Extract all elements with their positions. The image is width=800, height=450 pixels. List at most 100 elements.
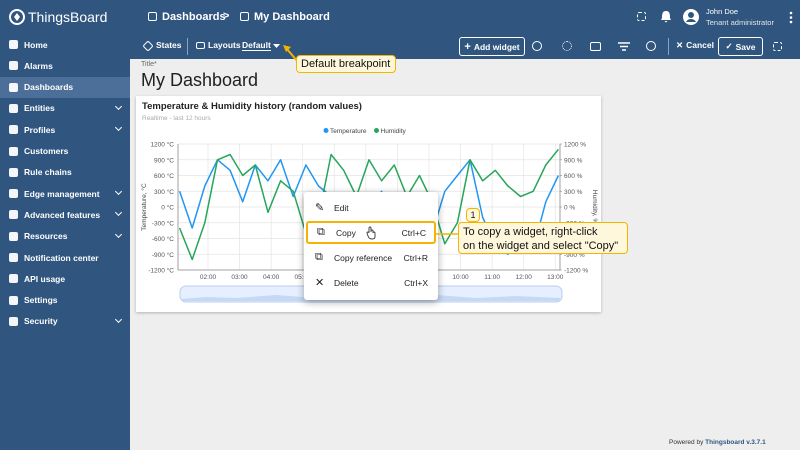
breadcrumb-link[interactable]: Dashboards xyxy=(162,11,226,23)
settings-button[interactable] xyxy=(562,41,572,51)
y-tick-label: 300 °C xyxy=(154,188,174,196)
menu-label: Copy xyxy=(336,227,356,238)
nav-icon xyxy=(9,316,18,326)
expand-chevron xyxy=(114,315,123,323)
cancel-label: Cancel xyxy=(686,40,714,50)
menu-item[interactable]: ⧉ Copy Ctrl+C xyxy=(306,221,436,244)
save-button[interactable]: ✓ Save xyxy=(718,37,763,56)
breadcrumb-separator: > xyxy=(223,10,230,22)
x-tick-label: 12:00 xyxy=(516,274,533,281)
y-tick-label: 0 °C xyxy=(161,204,174,212)
copy-hint-line: on the widget and select "Copy" xyxy=(463,240,619,252)
legend-label: Humidity xyxy=(381,128,407,135)
layout-dropdown-arrow[interactable] xyxy=(273,44,280,49)
nav-item[interactable]: API usage xyxy=(0,268,130,289)
dashboards-icon xyxy=(148,12,157,21)
dashboard-toolbar: States Layouts Default + Add widget ✕ Canc… xyxy=(130,34,800,59)
nav-item[interactable]: Entities xyxy=(0,98,130,119)
plus-icon: + xyxy=(464,40,471,53)
series-line xyxy=(178,148,559,261)
menu-item[interactable]: ✕ Delete Ctrl+X xyxy=(306,271,436,294)
x-tick-label: 04:00 xyxy=(263,274,280,281)
nav-label: Security xyxy=(24,316,58,327)
user-menu-button[interactable] xyxy=(789,11,793,24)
layouts-settings-button[interactable] xyxy=(590,42,601,51)
brand: ThingsBoard xyxy=(28,9,108,25)
filters-button[interactable] xyxy=(618,42,630,51)
user-role: Tenant administrator xyxy=(706,18,774,27)
chart-subtitle: Realtime - last 12 hours xyxy=(142,115,211,122)
nav-item[interactable]: Settings xyxy=(0,290,130,311)
y2-tick-label: -1200 % xyxy=(564,268,588,275)
menu-item[interactable]: ⧉ Copy reference Ctrl+R xyxy=(306,246,436,269)
nav-icon xyxy=(9,82,18,92)
save-label: Save xyxy=(735,41,756,52)
layout-select[interactable]: Default xyxy=(242,40,271,51)
nav-item[interactable]: Edge management xyxy=(0,183,130,204)
nav-icon xyxy=(9,189,18,199)
layouts-label: Layouts xyxy=(208,40,241,50)
footer-link[interactable]: Thingsboard v.3.7.1 xyxy=(705,439,766,446)
footer: Powered by Thingsboard v.3.7.1 xyxy=(669,439,766,446)
menu-item[interactable]: ✎ Edit xyxy=(306,196,436,219)
nav-icon xyxy=(9,253,18,262)
expand-button[interactable] xyxy=(773,42,782,51)
menu-icon: ✎ xyxy=(315,202,325,214)
divider xyxy=(187,38,188,55)
fullscreen-button[interactable] xyxy=(637,12,646,21)
breakpoint-callout: Default breakpoint xyxy=(296,55,396,73)
nav-item[interactable]: Notification center xyxy=(0,247,130,268)
nav-item[interactable]: Profiles xyxy=(0,119,130,140)
menu-shortcut: Ctrl+X xyxy=(404,277,428,288)
expand-chevron xyxy=(114,209,123,217)
nav-item[interactable]: Dashboards xyxy=(0,76,130,98)
nav-item[interactable]: Advanced features xyxy=(0,204,130,225)
nav-icon xyxy=(9,125,18,135)
menu-label: Copy reference xyxy=(334,252,393,263)
expand-chevron xyxy=(114,102,123,110)
close-icon: ✕ xyxy=(676,40,684,50)
notifications-button[interactable] xyxy=(660,10,672,23)
nav-item[interactable]: Resources xyxy=(0,226,130,247)
nav-item[interactable]: Alarms xyxy=(0,55,130,76)
nav-item[interactable]: Rule chains xyxy=(0,162,130,183)
breadcrumb-current: My Dashboard xyxy=(254,11,330,23)
user-name: John Doe xyxy=(706,7,739,16)
nav-label: Profiles xyxy=(24,124,56,135)
nav-icon xyxy=(9,40,18,49)
cancel-button[interactable]: ✕ Cancel xyxy=(676,40,714,51)
chart-title: Temperature & Humidity history (random v… xyxy=(142,101,362,112)
nav-icon xyxy=(9,210,18,220)
nav-label: Resources xyxy=(24,231,68,242)
nav-label: Entities xyxy=(24,103,55,114)
history-button[interactable] xyxy=(646,41,656,51)
nav-label: Rule chains xyxy=(24,167,72,178)
y-axis-title: Temperature, °C xyxy=(140,183,148,231)
nav-item[interactable]: Customers xyxy=(0,141,130,162)
timewindow-button[interactable] xyxy=(532,41,542,51)
nav-label: Alarms xyxy=(24,60,53,71)
legend-label: Temperature xyxy=(330,128,367,135)
states-button[interactable]: States xyxy=(156,40,182,50)
nav-label: Home xyxy=(24,39,48,50)
footer-text: Powered by xyxy=(669,439,704,446)
context-menu: ✎ Edit ⧉ Copy Ctrl+C ⧉ Copy reference Ctrl+R ✕ De… xyxy=(304,192,438,300)
menu-icon: ⧉ xyxy=(315,251,323,263)
logo xyxy=(9,9,25,25)
nav-label: Customers xyxy=(24,146,69,156)
menu-shortcut: Ctrl+R xyxy=(403,252,428,263)
user-avatar[interactable] xyxy=(683,9,699,25)
nav-icon xyxy=(9,274,18,284)
check-icon: ✓ xyxy=(725,41,733,51)
y2-tick-label: 900 % xyxy=(564,157,583,164)
hint-connector xyxy=(436,233,458,235)
nav-item[interactable]: Security xyxy=(0,311,130,332)
nav-item[interactable]: Home xyxy=(0,34,130,55)
add-widget-button[interactable]: + Add widget xyxy=(459,37,525,56)
y2-axis-title: Humidity, % xyxy=(591,190,598,224)
divider xyxy=(668,38,669,55)
y2-tick-label: 600 % xyxy=(564,173,583,180)
expand-chevron xyxy=(114,230,123,238)
title-field-label: Title* xyxy=(141,61,157,68)
dashboard-title[interactable]: My Dashboard xyxy=(141,70,259,90)
